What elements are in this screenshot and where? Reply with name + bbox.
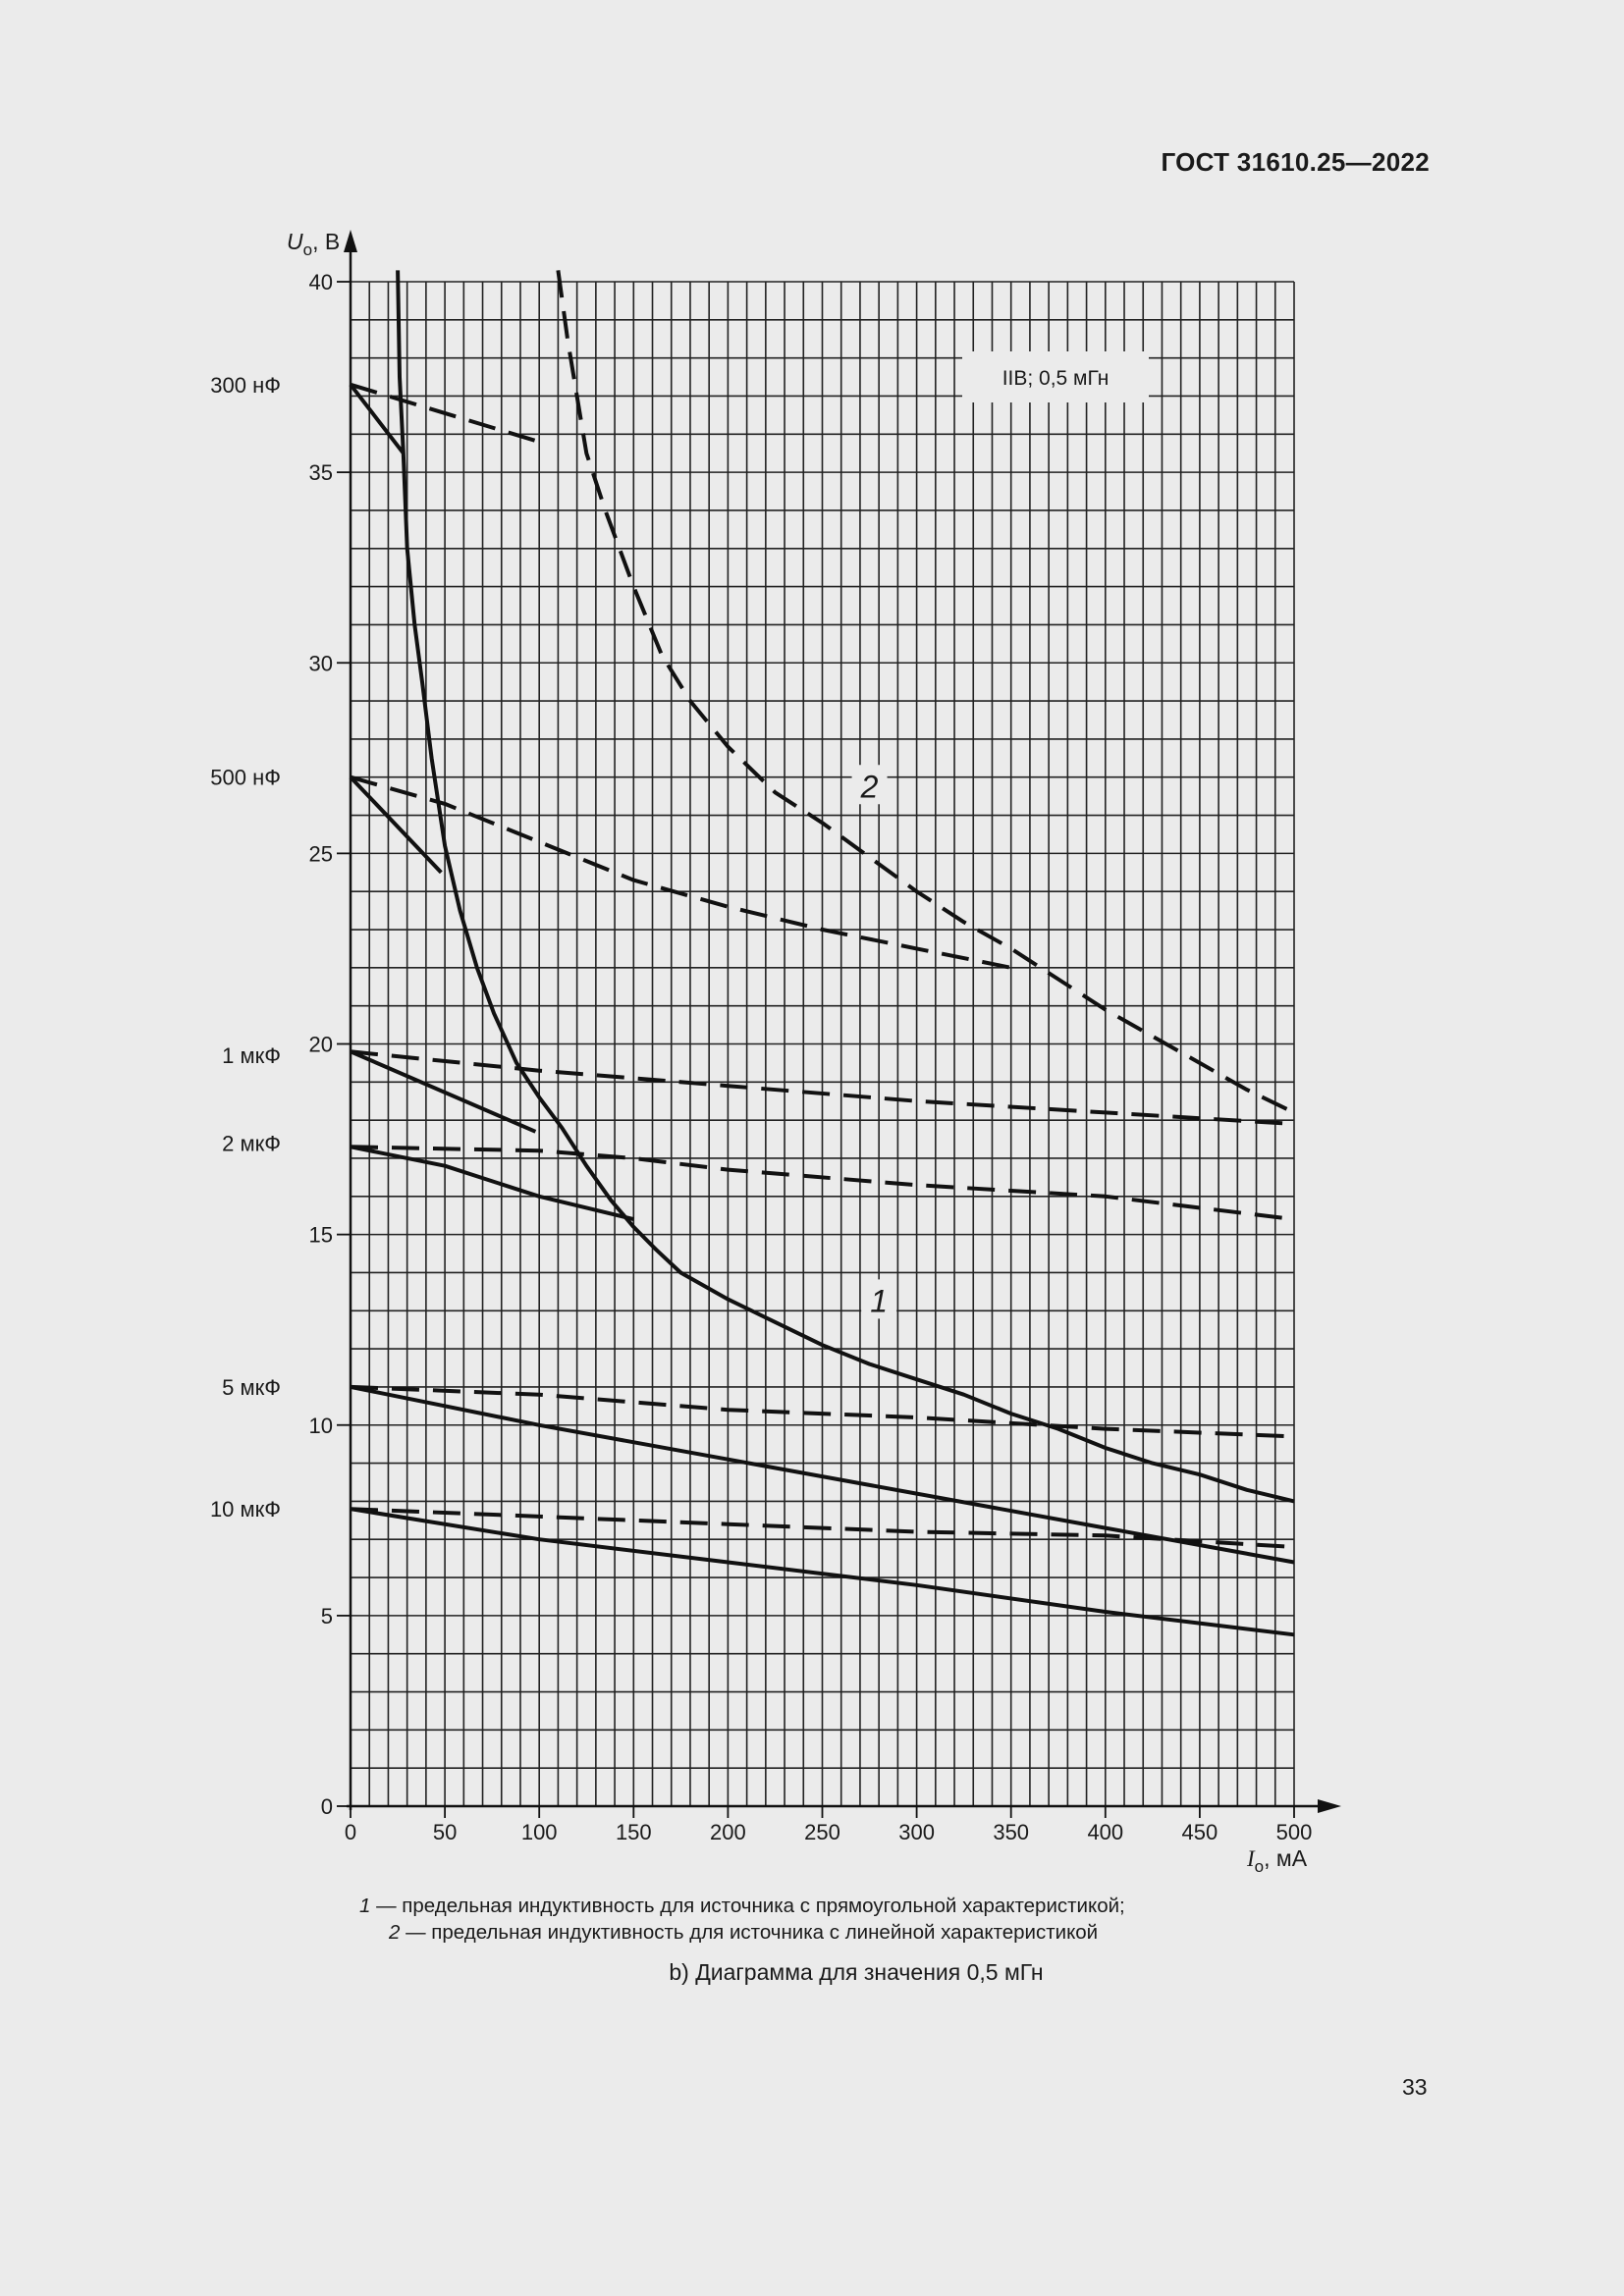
legend-item-1-text: — предельная индуктивность для источника… [370,1895,1125,1917]
curve-label: 1 [870,1283,888,1318]
legend-item-2-text: — предельная индуктивность для источника… [400,1921,1099,1944]
series-line-10 [350,1384,1295,1565]
series-line-6 [350,1049,537,1134]
x-tick-label: 450 [1182,1820,1218,1844]
document-header: ГОСТ 31610.25—2022 [1161,147,1430,177]
x-tick-label: 150 [616,1820,652,1844]
series-line-0 [396,270,1295,1504]
series-line-2 [349,383,406,454]
y-axis-label: Uo, В [287,229,340,259]
y-tick-label: 20 [309,1033,333,1057]
series-line-7 [350,1049,1295,1126]
y-tick-label: 15 [309,1223,333,1248]
curve-label-bg [861,1279,897,1319]
x-tick-label: 200 [710,1820,746,1844]
x-tick-label: 50 [433,1820,457,1844]
y-tick-label: 5 [321,1604,333,1629]
capacitance-label: 300 нФ [210,373,281,398]
x-tick-label: 500 [1276,1820,1313,1844]
series-line-12 [350,1507,1295,1637]
capacitance-label: 5 мкФ [222,1375,281,1400]
series-line-11 [350,1384,1295,1439]
x-axis-label: Io, мА [1246,1845,1308,1876]
curve-label: 2 [860,769,879,804]
y-tick-label: 35 [309,460,333,485]
x-tick-label: 400 [1087,1820,1123,1844]
x-tick-label: 300 [898,1820,935,1844]
annotation-text: IIB; 0,5 мГн [1002,367,1110,390]
series-line-5 [350,774,1012,970]
x-tick-label: 100 [521,1820,558,1844]
series-line-3 [350,382,540,445]
chart-series [349,270,1295,1637]
legend-item-2: 2 — предельная индуктивность для источни… [359,1919,1125,1946]
legend-item-1-number: 1 [359,1895,371,1917]
page-number: 33 [1402,2074,1428,2100]
x-tick-label: 350 [993,1820,1029,1844]
chart-grid [350,281,1295,1807]
chart-legend: 1 — предельная индуктивность для источни… [359,1893,1125,1946]
curve-label-bg [851,765,888,805]
series-line-9 [350,1145,1295,1222]
capacitance-label: 500 нФ [210,766,281,790]
legend-item-2-number: 2 [389,1921,401,1944]
y-tick-label: 30 [309,651,333,675]
x-tick-label: 0 [345,1820,356,1844]
capacitance-label: 2 мкФ [222,1131,281,1155]
y-axis-arrow-icon [344,230,357,252]
y-tick-label: 25 [309,841,333,866]
capacitance-label: 1 мкФ [222,1043,281,1068]
y-tick-label: 40 [309,270,333,294]
x-tick-label: 250 [804,1820,840,1844]
y-tick-label: 10 [309,1414,333,1438]
annotation-box [962,351,1149,402]
capacitance-label: 10 мкФ [210,1497,281,1522]
series-line-1 [556,270,1295,1115]
legend-item-1: 1 — предельная индуктивность для источни… [359,1893,1125,1919]
y-tick-label: 0 [321,1794,333,1819]
chart-caption: b) Диаграмма для значения 0,5 мГн [669,1959,1044,1985]
x-axis-arrow-icon [1318,1799,1341,1813]
series-line-13 [350,1507,1295,1549]
series-line-4 [349,775,443,875]
chart-axes [337,230,1341,1818]
series-line-8 [350,1145,634,1222]
